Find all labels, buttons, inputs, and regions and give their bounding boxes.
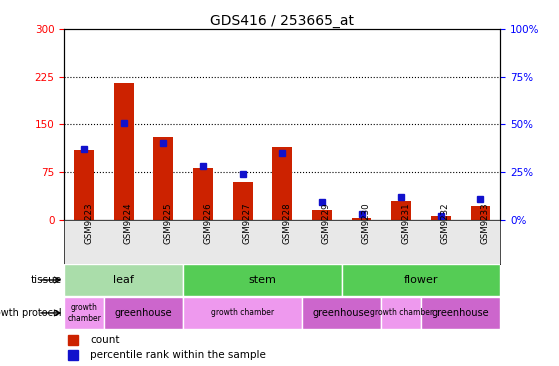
Title: GDS416 / 253665_at: GDS416 / 253665_at (210, 14, 354, 28)
Bar (272, 147, 292, 220)
Text: stem: stem (249, 275, 276, 285)
Bar (114, 83, 134, 220)
Text: GSM9224: GSM9224 (124, 202, 132, 244)
Text: GSM9226: GSM9226 (203, 202, 212, 244)
Text: GSM9230: GSM9230 (362, 202, 371, 244)
Text: growth protocol: growth protocol (0, 308, 61, 318)
Bar (342, 264, 500, 296)
Text: growth
chamber: growth chamber (67, 303, 101, 323)
Bar (154, 137, 173, 220)
Text: leaf: leaf (113, 275, 134, 285)
Text: GSM9228: GSM9228 (282, 202, 291, 244)
Bar (312, 210, 332, 220)
Bar (183, 297, 302, 329)
Bar (302, 297, 381, 329)
Text: GSM9227: GSM9227 (243, 202, 252, 244)
Bar (64, 297, 104, 329)
Text: greenhouse: greenhouse (432, 308, 490, 318)
Bar (352, 219, 372, 220)
Text: GSM9225: GSM9225 (163, 202, 172, 244)
Bar (421, 297, 500, 329)
Bar (391, 201, 411, 220)
Text: GSM9229: GSM9229 (322, 202, 331, 244)
Bar (104, 297, 183, 329)
Bar (64, 264, 183, 296)
Text: greenhouse: greenhouse (313, 308, 371, 318)
Text: growth chamber: growth chamber (211, 309, 274, 317)
Text: GSM9231: GSM9231 (401, 202, 410, 244)
Bar (193, 168, 213, 220)
Bar (381, 297, 421, 329)
Bar (233, 182, 253, 220)
Text: greenhouse: greenhouse (115, 308, 172, 318)
Bar (183, 264, 342, 296)
Text: percentile rank within the sample: percentile rank within the sample (91, 350, 266, 360)
Bar (471, 206, 490, 220)
Text: GSM9232: GSM9232 (441, 202, 450, 244)
Text: count: count (91, 335, 120, 346)
Bar (74, 150, 94, 220)
Text: tissue: tissue (30, 275, 61, 285)
Text: growth chamber: growth chamber (369, 309, 433, 317)
Bar (431, 216, 451, 220)
Text: GSM9223: GSM9223 (84, 202, 93, 244)
Text: flower: flower (404, 275, 438, 285)
Text: GSM9233: GSM9233 (481, 202, 490, 244)
